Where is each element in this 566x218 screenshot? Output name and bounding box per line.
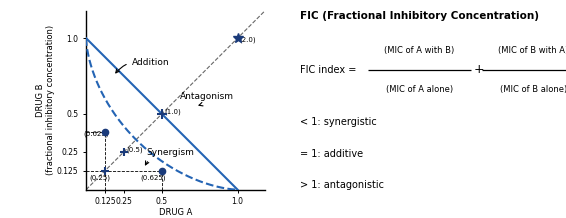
Text: Synergism: Synergism — [145, 148, 195, 165]
Text: (0.25): (0.25) — [89, 174, 110, 181]
Text: < 1: synergistic: < 1: synergistic — [300, 117, 376, 127]
Text: +: + — [474, 63, 484, 76]
Y-axis label: DRUG B
(fractional inhibitory concentration): DRUG B (fractional inhibitory concentrat… — [36, 25, 55, 175]
Text: = 1: additive: = 1: additive — [300, 149, 363, 159]
Text: FIC index =: FIC index = — [300, 65, 356, 75]
Text: Addition: Addition — [116, 58, 169, 73]
Text: (0.5): (0.5) — [126, 146, 143, 153]
Text: (0.625): (0.625) — [83, 130, 109, 137]
X-axis label: DRUG A
(fractional inhibitory concentration): DRUG A (fractional inhibitory concentrat… — [100, 208, 251, 218]
Text: FIC (Fractional Inhibitory Concentration): FIC (Fractional Inhibitory Concentration… — [300, 11, 539, 21]
Text: (MIC of B alone): (MIC of B alone) — [500, 85, 566, 94]
Text: (0.625): (0.625) — [140, 175, 166, 181]
Text: (1.0): (1.0) — [165, 109, 182, 115]
Text: (2.0): (2.0) — [239, 36, 256, 43]
Text: > 1: antagonistic: > 1: antagonistic — [300, 180, 384, 190]
Text: (MIC of A alone): (MIC of A alone) — [386, 85, 453, 94]
Text: (MIC of B with A): (MIC of B with A) — [498, 46, 566, 55]
Text: Antagonism: Antagonism — [180, 92, 234, 106]
Text: (MIC of A with B): (MIC of A with B) — [384, 46, 454, 55]
